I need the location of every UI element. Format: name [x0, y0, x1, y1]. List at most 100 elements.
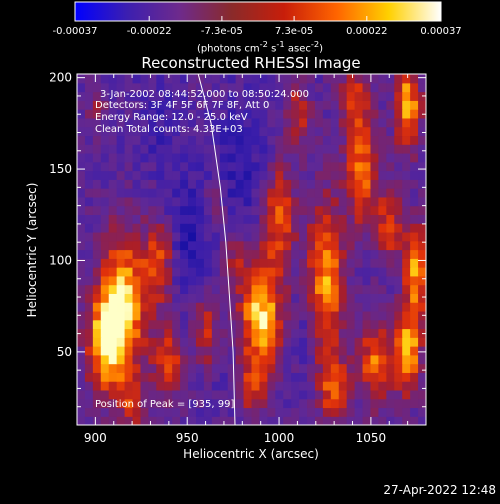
heatmap-cell [275, 267, 284, 277]
heatmap-cell [283, 231, 292, 242]
heatmap-cell [402, 100, 411, 110]
heatmap-cell [291, 258, 300, 268]
heatmap-cell [243, 293, 253, 303]
heatmap-cell [267, 337, 276, 347]
heatmap-cell [370, 407, 380, 417]
heatmap-cell [84, 91, 94, 101]
heatmap-cell [322, 100, 332, 110]
heatmap-cell [322, 302, 332, 312]
heatmap-cell [203, 223, 213, 233]
heatmap-cell [124, 293, 134, 303]
heatmap-cell [219, 249, 229, 259]
heatmap-cell [322, 354, 332, 365]
heatmap-cell [378, 144, 387, 154]
heatmap-cell [354, 179, 364, 189]
heatmap-cell [394, 188, 403, 198]
heatmap-cell [338, 267, 348, 277]
heatmap-cell [291, 100, 300, 110]
heatmap-cell [108, 144, 118, 154]
heatmap-cell [314, 214, 324, 224]
heatmap-cell [203, 231, 213, 242]
heatmap-cell [402, 82, 411, 93]
heatmap-cell [132, 126, 142, 137]
heatmap-cell [116, 135, 126, 145]
heatmap-cell [330, 275, 340, 286]
heatmap-cell [346, 205, 356, 215]
heatmap-cell [243, 170, 253, 180]
heatmap-cell [283, 389, 292, 400]
y-axis-label: Heliocentric Y (arcsec) [25, 183, 39, 318]
heatmap-cell [116, 240, 126, 251]
heatmap-cell [259, 372, 268, 382]
heatmap-cell [275, 109, 284, 119]
heatmap-cell [188, 188, 197, 198]
heatmap-cell [251, 188, 261, 198]
heatmap-cell [354, 161, 364, 172]
heatmap-cell [84, 126, 94, 137]
heatmap-cell [346, 161, 356, 172]
heatmap-cell [378, 302, 387, 312]
heatmap-cell [346, 179, 356, 189]
heatmap-cell [283, 152, 292, 163]
heatmap-cell [314, 152, 324, 163]
heatmap-cell [188, 161, 197, 172]
heatmap-cell [108, 328, 118, 338]
heatmap-cell [314, 223, 324, 233]
heatmap-cell [108, 310, 118, 321]
heatmap-cell [418, 100, 426, 110]
heatmap-cell [188, 179, 197, 189]
heatmap-cell [402, 109, 411, 119]
heatmap-cell [394, 398, 403, 409]
heatmap-cell [267, 91, 276, 101]
heatmap-cell [378, 258, 387, 268]
heatmap-cell [172, 302, 181, 312]
heatmap-cell [116, 91, 126, 101]
heatmap-cell [132, 135, 142, 145]
heatmap-cell [92, 389, 102, 400]
heatmap-cell [314, 372, 324, 382]
heatmap-cell [299, 152, 308, 163]
heatmap-cell [259, 293, 268, 303]
heatmap-cell [386, 170, 395, 180]
heatmap-cell [100, 205, 110, 215]
heatmap-cell [259, 231, 268, 242]
heatmap-cell [132, 337, 142, 347]
heatmap-cell [418, 135, 426, 145]
heatmap-cell [386, 258, 395, 268]
heatmap-cell [108, 319, 118, 330]
heatmap-cell [195, 161, 205, 172]
heatmap-cell [259, 240, 268, 251]
heatmap-cell [132, 302, 142, 312]
heatmap-cell [307, 214, 316, 224]
heatmap-cell [140, 240, 149, 251]
heatmap-cell [132, 91, 142, 101]
heatmap-cell [370, 214, 380, 224]
heatmap-cell [148, 389, 157, 400]
heatmap-cell [410, 381, 419, 391]
heatmap-cell [346, 170, 356, 180]
heatmap-cell [291, 109, 300, 119]
heatmap-cell [418, 372, 426, 382]
heatmap-cell [243, 126, 253, 137]
heatmap-cell [140, 398, 149, 409]
colorbar-tick-label: 0.00022 [346, 26, 387, 37]
heatmap-cell [362, 231, 372, 242]
heatmap-cell [188, 363, 197, 373]
heatmap-cell [84, 319, 94, 330]
heatmap-cell [92, 363, 102, 373]
heatmap-cell [84, 381, 94, 391]
heatmap-cell [322, 389, 332, 400]
heatmap-cell [251, 249, 261, 259]
heatmap-cell [188, 231, 197, 242]
heatmap-cell [227, 416, 237, 425]
heatmap-cell [132, 117, 142, 128]
heatmap-cell [84, 363, 94, 373]
heatmap-cell [299, 284, 308, 294]
heatmap-cell [307, 319, 316, 330]
heatmap-cell [195, 223, 205, 233]
heatmap-cell [394, 91, 403, 101]
heatmap-cell [283, 293, 292, 303]
heatmap-cell [132, 205, 142, 215]
heatmap-cell [180, 354, 189, 365]
heatmap-cell [322, 381, 332, 391]
